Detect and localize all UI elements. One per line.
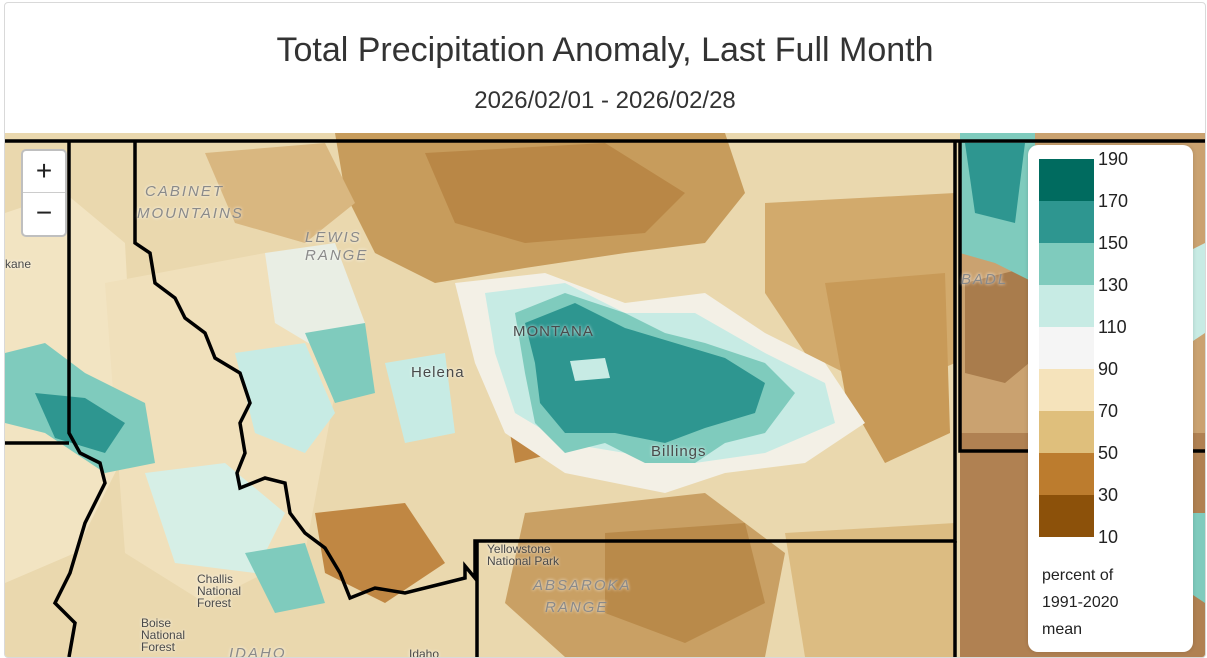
label-absaroka: ABSAROKA bbox=[533, 577, 632, 594]
legend-tick: 190 bbox=[1098, 149, 1129, 169]
map-widget: Total Precipitation Anomaly, Last Full M… bbox=[4, 2, 1206, 658]
label-spokane: kane bbox=[5, 257, 32, 271]
label-badlands: BADL bbox=[961, 271, 1009, 288]
legend-unit-line: percent of bbox=[1042, 567, 1114, 584]
legend-swatch-90-110 bbox=[1039, 327, 1094, 369]
legend-swatch-130-150 bbox=[1039, 243, 1094, 285]
legend-tick: 10 bbox=[1098, 527, 1119, 547]
legend-tick: 110 bbox=[1098, 317, 1127, 337]
label-idaho-state: IDAHO bbox=[229, 645, 287, 657]
legend-swatch-30-50 bbox=[1039, 453, 1094, 495]
date-range: 2026/02/01 - 2026/02/28 bbox=[474, 87, 736, 114]
map-title: Total Precipitation Anomaly, Last Full M… bbox=[276, 31, 934, 69]
label-boise-forest: Boise National Forest bbox=[141, 616, 186, 654]
legend-tick: 170 bbox=[1098, 191, 1129, 211]
legend-swatch-10-30 bbox=[1039, 495, 1094, 537]
legend-swatch-110-130 bbox=[1039, 285, 1094, 327]
legend-unit: percent of 1991-2020 mean bbox=[1042, 562, 1182, 643]
precipitation-map[interactable]: MONTANA Helena Billings kane Yellowstone… bbox=[5, 133, 1205, 657]
legend-tick: 150 bbox=[1098, 233, 1129, 253]
label-range: RANGE bbox=[545, 599, 609, 616]
label-yellowstone: Yellowstone National Park bbox=[487, 542, 560, 568]
zoom-control: + − bbox=[21, 149, 67, 237]
legend-tick: 30 bbox=[1098, 485, 1119, 505]
map-header: Total Precipitation Anomaly, Last Full M… bbox=[5, 3, 1205, 133]
legend-swatch-50-70 bbox=[1039, 411, 1094, 453]
label-cabinet: CABINET bbox=[145, 183, 225, 200]
legend-unit-line: mean bbox=[1042, 621, 1083, 638]
label-mountains: MOUNTAINS bbox=[137, 205, 244, 222]
label-challis-forest: Challis National Forest bbox=[197, 572, 242, 610]
label-billings: Billings bbox=[651, 443, 707, 460]
label-idaho: Idaho bbox=[409, 647, 440, 657]
legend-tick: 70 bbox=[1098, 401, 1119, 421]
label-helena: Helena bbox=[411, 364, 465, 381]
legend-unit-line: 1991-2020 bbox=[1042, 594, 1119, 611]
legend-swatch-70-90 bbox=[1039, 369, 1094, 411]
legend: 190 170 150 130 110 90 70 50 30 10 perce… bbox=[1028, 145, 1193, 652]
legend-tick: 130 bbox=[1098, 275, 1129, 295]
label-lewis-range: LEWIS RANGE bbox=[305, 229, 369, 264]
zoom-in-button[interactable]: + bbox=[23, 151, 65, 193]
legend-tick: 50 bbox=[1098, 443, 1119, 463]
zoom-out-button[interactable]: − bbox=[35, 197, 53, 228]
legend-tick: 90 bbox=[1098, 359, 1119, 379]
legend-swatch-170-190 bbox=[1039, 159, 1094, 201]
legend-swatch-150-170 bbox=[1039, 201, 1094, 243]
label-montana: MONTANA bbox=[513, 323, 594, 340]
